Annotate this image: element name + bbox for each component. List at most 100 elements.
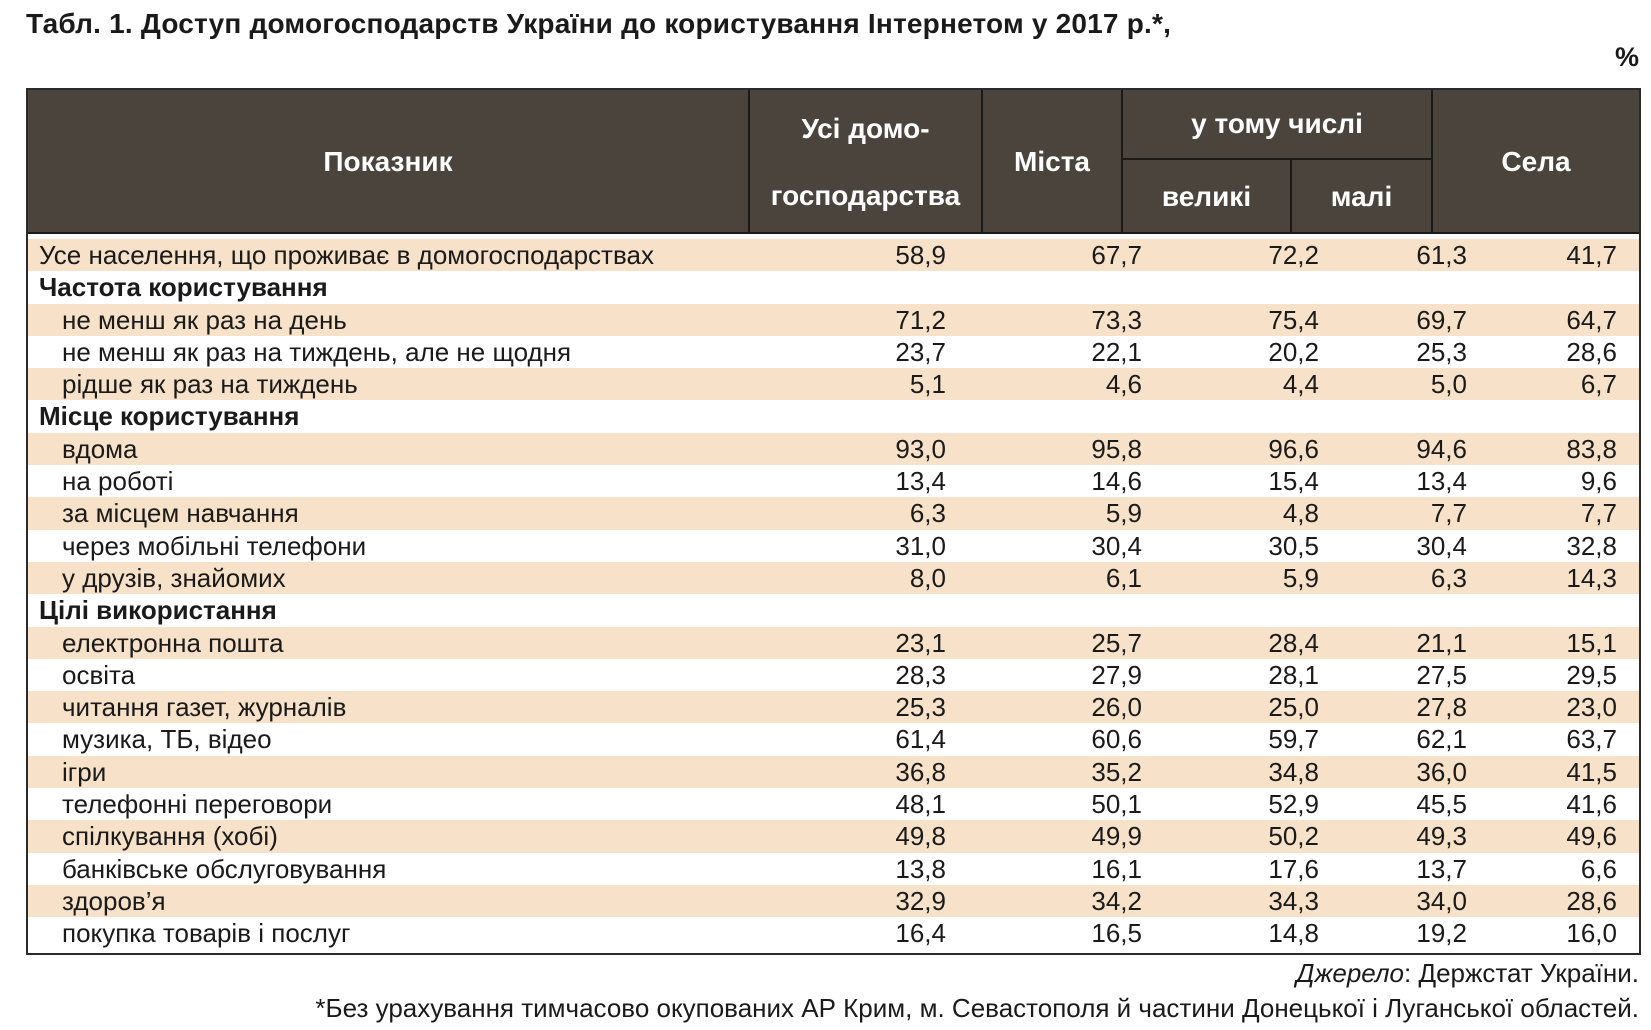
cell-value: 48,1 (895, 789, 946, 820)
cell-value: 26,0 (1091, 692, 1142, 723)
cell-value: 94,6 (1416, 433, 1467, 464)
cell-value: 28,3 (895, 659, 946, 690)
table-row: телефонні переговори 48,1 50,1 52,9 45,5 41,6 (28, 788, 1639, 821)
cell-value: 59,7 (1268, 724, 1319, 755)
cell-value: 5,0 (1430, 369, 1467, 400)
cell-value: 22,1 (1091, 336, 1142, 367)
cell-value: 5,1 (909, 369, 946, 400)
cell-value: 9,6 (1580, 466, 1617, 497)
cell-value: 6,3 (909, 498, 946, 529)
table-row: банківське обслуговування 13,8 16,1 17,6 13,… (28, 852, 1639, 885)
cell-value: 16,4 (895, 918, 946, 949)
cell-value: 29,5 (1566, 659, 1617, 690)
row-label: Частота користування (39, 272, 328, 303)
cell-value: 32,9 (895, 885, 946, 916)
table-row: покупка товарів і послуг 16,4 16,5 14,8 19,2… (28, 917, 1639, 950)
cell-value: 25,3 (895, 692, 946, 723)
row-label: телефонні переговори (62, 789, 333, 820)
table-row: не менш як раз на день 71,2 73,3 75,4 69,7 64… (28, 303, 1639, 336)
header-villages: Села (1501, 146, 1571, 178)
cell-value: 62,1 (1416, 724, 1467, 755)
cell-value: 6,6 (1580, 853, 1617, 884)
header-divider (748, 90, 750, 234)
table-row: рідше як раз на тиждень 5,1 4,6 4,4 5,0 6,7 (28, 368, 1639, 401)
cell-value: 28,1 (1268, 659, 1319, 690)
cell-value: 49,9 (1091, 821, 1142, 852)
source-text: : Держстат України. (1404, 958, 1639, 988)
cell-value: 5,9 (1105, 498, 1142, 529)
footnote: *Без урахування тимчасово окупованих АР … (315, 993, 1639, 1023)
cell-value: 41,6 (1566, 789, 1617, 820)
section-header-row: Місце користування (28, 400, 1639, 433)
cell-value: 50,2 (1268, 821, 1319, 852)
row-label: рідше як раз на тиждень (62, 369, 358, 400)
data-table: Показник Усі домо-господарства Міста у т… (26, 88, 1641, 955)
cell-value: 31,0 (895, 530, 946, 561)
cell-value: 15,4 (1268, 466, 1319, 497)
header-small: малі (1330, 181, 1393, 213)
cell-value: 34,3 (1268, 885, 1319, 916)
cell-value: 25,0 (1268, 692, 1319, 723)
header-divider (1431, 90, 1433, 234)
table-row: вдома 93,0 95,8 96,6 94,6 83,8 (28, 432, 1639, 466)
cell-value: 8,0 (909, 562, 946, 593)
row-label: спілкування (хобі) (62, 821, 278, 852)
cell-value: 25,7 (1091, 627, 1142, 658)
cell-value: 5,9 (1282, 562, 1319, 593)
cell-value: 23,0 (1566, 692, 1617, 723)
cell-value: 95,8 (1091, 433, 1142, 464)
cell-value: 61,3 (1416, 240, 1467, 270)
cell-value: 34,0 (1416, 885, 1467, 916)
cell-value: 41,5 (1566, 756, 1617, 787)
row-label: освіта (62, 659, 136, 690)
row-label: банківське обслуговування (62, 853, 387, 884)
header-all-households: Усі домо-господарства (750, 90, 981, 234)
cell-value: 16,0 (1566, 918, 1617, 949)
cell-value: 23,7 (895, 336, 946, 367)
cell-value: 16,1 (1091, 853, 1142, 884)
header-indicator: Показник (323, 146, 453, 178)
cell-value: 71,2 (895, 304, 946, 335)
table-row: здоров’я 32,9 34,2 34,3 34,0 28,6 (28, 884, 1639, 918)
header-cities: Міста (1014, 146, 1090, 178)
cell-value: 41,7 (1566, 240, 1617, 270)
source-note: Джерело: Держстат України. (1296, 958, 1639, 989)
header-divider (28, 232, 1639, 234)
cell-value: 27,5 (1416, 659, 1467, 690)
cell-value: 49,8 (895, 821, 946, 852)
row-label: не менш як раз на день (62, 304, 347, 335)
cell-value: 45,5 (1416, 789, 1467, 820)
row-label: електронна пошта (62, 627, 284, 658)
cell-value: 27,9 (1091, 659, 1142, 690)
cell-value: 15,1 (1566, 627, 1617, 658)
header-divider (1290, 158, 1292, 234)
table-row: у друзів, знайомих 8,0 6,1 5,9 6,3 14,3 (28, 561, 1639, 595)
cell-value: 34,8 (1268, 756, 1319, 787)
cell-value: 67,7 (1091, 240, 1142, 270)
cell-value: 96,6 (1268, 433, 1319, 464)
header-large: великі (1161, 181, 1252, 213)
table-title: Табл. 1. Доступ домогосподарств України … (26, 8, 1172, 39)
cell-value: 14,6 (1091, 466, 1142, 497)
cell-value: 61,4 (895, 724, 946, 755)
table-row: читання газет, журналів 25,3 26,0 25,0 27,8 2… (28, 691, 1639, 724)
table-header: Показник Усі домо-господарства Міста у т… (28, 90, 1639, 234)
cell-value: 6,1 (1105, 562, 1142, 593)
cell-value: 75,4 (1268, 304, 1319, 335)
header-all-households-line: Усі домо- (801, 113, 930, 145)
cell-value: 50,1 (1091, 789, 1142, 820)
row-label: покупка товарів і послуг (62, 918, 351, 949)
cell-value: 13,7 (1416, 853, 1467, 884)
row-label: у друзів, знайомих (62, 562, 286, 593)
row-label: за місцем навчання (62, 498, 299, 529)
row-label: вдома (62, 433, 138, 464)
cell-value: 36,8 (895, 756, 946, 787)
section-header-row: Цілі використання (28, 594, 1639, 627)
cell-value: 34,2 (1091, 885, 1142, 916)
unit-label: % (1614, 42, 1639, 72)
source-label: Джерело (1296, 958, 1405, 988)
cell-value: 13,4 (895, 466, 946, 497)
table-row: ігри 36,8 35,2 34,8 36,0 41,5 (28, 755, 1639, 789)
cell-value: 14,8 (1268, 918, 1319, 949)
table-row: спілкування (хобі) 49,8 49,9 50,2 49,3 49,6 (28, 820, 1639, 853)
